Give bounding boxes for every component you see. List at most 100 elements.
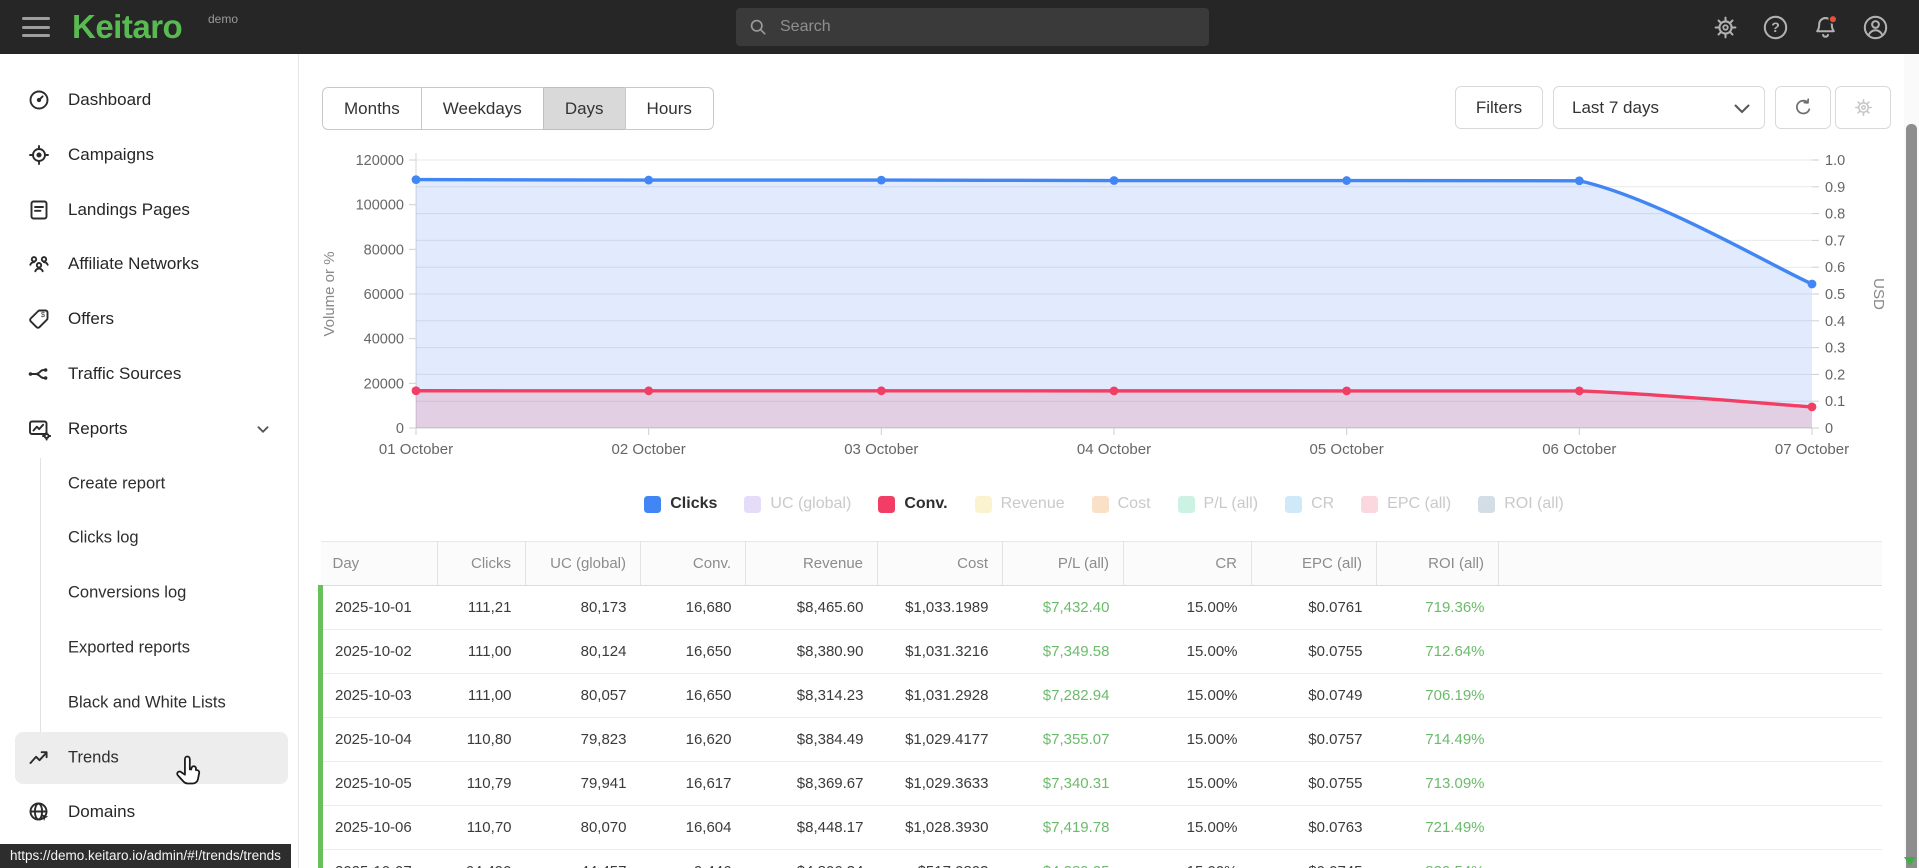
sidebar-item-campaigns[interactable]: Campaigns <box>0 129 299 181</box>
cell-revenue: $8,448.17 <box>745 805 878 850</box>
cell-revenue: $8,380.90 <box>745 629 878 674</box>
tab-days[interactable]: Days <box>542 87 626 130</box>
cell-epc-all-: $0.0761 <box>1251 585 1377 630</box>
cell-conv-: 16,650 <box>640 673 746 718</box>
sidebar-item-reports[interactable]: Reports <box>0 403 299 455</box>
table-row[interactable]: 2025-10-03 111,00 80,057 16,650 $8,314.23 $1,… <box>318 673 1882 718</box>
column-header-epc-all-[interactable]: EPC (all) <box>1251 541 1377 586</box>
cell-revenue: $8,384.49 <box>745 717 878 762</box>
legend-swatch <box>1285 495 1303 513</box>
search-input[interactable] <box>780 18 1197 36</box>
hamburger-menu-icon[interactable] <box>22 14 52 40</box>
svg-text:0: 0 <box>1825 421 1833 437</box>
offers-icon: $ <box>29 309 49 329</box>
legend-swatch <box>644 495 662 513</box>
cell-cr: 15.00% <box>1123 805 1252 850</box>
sidebar-item-exported-reports[interactable]: Exported reports <box>0 622 299 674</box>
legend-swatch <box>878 495 896 513</box>
scrollbar-track[interactable] <box>1904 54 1919 868</box>
table-row[interactable]: 2025-10-05 110,79 79,941 16,617 $8,369.67 $1,… <box>318 761 1882 806</box>
cell-uc-global-: 80,057 <box>525 673 641 718</box>
table-row[interactable]: 2025-10-04 110,80 79,823 16,620 $8,384.49 $1,… <box>318 717 1882 762</box>
sidebar-item-dashboard[interactable]: Dashboard <box>0 74 299 126</box>
legend-item-revenue[interactable]: Revenue <box>974 495 1065 513</box>
legend-item-p-l-all-[interactable]: P/L (all) <box>1177 495 1258 513</box>
sidebar-item-traffic-sources[interactable]: Traffic Sources <box>0 348 299 400</box>
svg-text:05 October: 05 October <box>1310 441 1384 458</box>
date-range-select[interactable]: Last 7 days <box>1553 86 1765 129</box>
legend-item-uc-global-[interactable]: UC (global) <box>744 495 851 513</box>
help-icon[interactable]: ? <box>1762 14 1789 41</box>
chevron-down-icon <box>1734 104 1750 114</box>
trends-chart: 0 20000 40000 60000 80000 100000 120000 0 0.1 0.2… <box>318 148 1890 478</box>
table-row[interactable]: 2025-10-0764,49044,4579,446$4,806.34$517… <box>318 849 1882 868</box>
legend-item-roi-all-[interactable]: ROI (all) <box>1478 495 1564 513</box>
cell-p-l-all-: $7,349.58 <box>1002 629 1124 674</box>
legend-label: Cost <box>1117 495 1151 512</box>
column-header-clicks[interactable]: Clicks <box>437 541 526 586</box>
cell-filler <box>1498 585 1882 630</box>
table-row[interactable]: 2025-10-01 111,21 80,173 16,680 $8,465.60 $1,… <box>318 585 1882 630</box>
chevron-down-icon[interactable] <box>252 418 274 440</box>
legend-label: EPC (all) <box>1387 495 1452 512</box>
legend-item-conv-[interactable]: Conv. <box>878 495 948 513</box>
sidebar-item-affiliate-networks[interactable]: Affiliate Networks <box>0 238 299 290</box>
column-header-cost[interactable]: Cost <box>877 541 1003 586</box>
user-icon[interactable] <box>1862 14 1889 41</box>
cell-filler <box>1498 629 1882 674</box>
cell-conv-: 16,620 <box>640 717 746 762</box>
svg-text:0.1: 0.1 <box>1825 394 1845 410</box>
column-header-filler <box>1498 541 1882 586</box>
column-header-conv-[interactable]: Conv. <box>640 541 746 586</box>
column-header-p-l-all-[interactable]: P/L (all) <box>1002 541 1124 586</box>
legend-swatch <box>744 495 762 513</box>
column-header-revenue[interactable]: Revenue <box>745 541 878 586</box>
filters-button[interactable]: Filters <box>1455 86 1543 129</box>
column-header-roi-all-[interactable]: ROI (all) <box>1376 541 1499 586</box>
period-tabs: Months Weekdays Days Hours <box>322 87 714 130</box>
global-search[interactable] <box>736 8 1209 46</box>
sidebar-item-domains[interactable]: Domains <box>0 786 299 838</box>
cell-uc-global-: 80,124 <box>525 629 641 674</box>
table-row[interactable]: 2025-10-06 110,70 80,070 16,604 $8,448.17 $1,… <box>318 805 1882 850</box>
sidebar-item-trends[interactable]: Trends <box>15 731 288 784</box>
settings-icon <box>1854 99 1872 116</box>
cell-cost: $1,031.3216 <box>877 629 1003 674</box>
cell-revenue: $8,465.60 <box>745 585 878 630</box>
cell-roi-all-: 721.49% <box>1376 805 1499 850</box>
legend-item-cr[interactable]: CR <box>1285 495 1334 513</box>
sidebar-item-create-report[interactable]: Create report <box>0 458 299 510</box>
sidebar-item-black-and-white-lists[interactable]: Black and White Lists <box>0 677 299 729</box>
cell-clicks: 111,00 <box>437 629 526 674</box>
legend-label: ROI (all) <box>1504 495 1564 512</box>
sidebar-item-conversions-log[interactable]: Conversions log <box>0 567 299 619</box>
refresh-button[interactable] <box>1775 86 1831 129</box>
env-label: demo <box>208 12 239 26</box>
sidebar-item-landings-pages[interactable]: Landings Pages <box>0 184 299 236</box>
legend-item-clicks[interactable]: Clicks <box>644 495 717 513</box>
sidebar-item-label: Dashboard <box>68 90 152 109</box>
legend-item-epc-all-[interactable]: EPC (all) <box>1361 495 1451 513</box>
column-header-cr[interactable]: CR <box>1123 541 1252 586</box>
cell-revenue: $8,314.23 <box>745 673 878 718</box>
gear-icon[interactable] <box>1712 14 1739 41</box>
tab-months[interactable]: Months <box>322 87 422 130</box>
tab-hours[interactable]: Hours <box>624 87 714 130</box>
legend-item-cost[interactable]: Cost <box>1091 495 1151 513</box>
cell-cr: 15.00% <box>1123 717 1252 762</box>
column-header-day[interactable]: Day <box>320 541 438 586</box>
chart-settings-button[interactable] <box>1835 86 1891 129</box>
scrollbar-thumb[interactable] <box>1906 124 1917 868</box>
sidebar-item-clicks-log[interactable]: Clicks log <box>0 512 299 564</box>
topbar: Keitaro demo ? <box>0 0 1919 54</box>
table-row[interactable]: 2025-10-02 111,00 80,124 16,650 $8,380.90 $1,… <box>318 629 1882 674</box>
sidebar-item-offers[interactable]: $ Offers <box>0 293 299 345</box>
cell-epc-all-: $0.0755 <box>1251 629 1377 674</box>
app-logo[interactable]: Keitaro <box>72 8 183 45</box>
svg-text:0.7: 0.7 <box>1825 233 1845 249</box>
chart-legend: Clicks UC (global) Conv. Revenue Cost P/L (al… <box>318 487 1890 521</box>
cell-conv-: 9,446 <box>640 849 746 868</box>
column-header-uc-global-[interactable]: UC (global) <box>525 541 641 586</box>
tab-weekdays[interactable]: Weekdays <box>420 87 544 130</box>
bell-icon[interactable] <box>1812 14 1839 41</box>
